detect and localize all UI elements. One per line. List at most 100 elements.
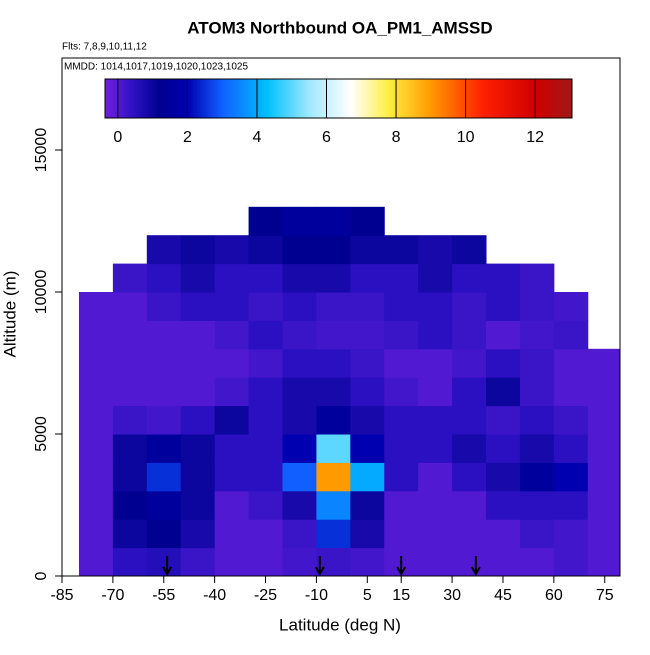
heatmap-cell: [350, 547, 385, 577]
heatmap-cell: [214, 348, 250, 378]
heatmap-cell: [553, 377, 589, 407]
heatmap-cell: [180, 490, 216, 520]
heatmap-cell: [452, 263, 487, 293]
x-tick-label: -10: [305, 587, 328, 604]
heatmap-cell: [214, 320, 250, 350]
heatmap-cell: [78, 292, 114, 321]
heatmap-cell: [452, 320, 487, 350]
heatmap-cell: [418, 263, 453, 293]
dates-label: MMDD: 1014,1017,1019,1020,1023,1025: [64, 62, 248, 73]
heatmap-cell: [587, 547, 621, 577]
heatmap-cell: [112, 547, 148, 577]
x-tick-label: 45: [494, 587, 512, 604]
heatmap-cell: [146, 377, 182, 407]
heatmap-cell: [180, 263, 216, 293]
heatmap-cell: [180, 519, 216, 549]
heatmap-cell: [180, 320, 216, 350]
heatmap-cell: [248, 377, 283, 407]
heatmap-cell: [146, 292, 182, 321]
heatmap-cell: [350, 206, 385, 236]
heatmap-cell: [452, 292, 487, 321]
heatmap-cell: [214, 377, 250, 407]
heatmap-cell: [486, 292, 521, 321]
heatmap-cell: [112, 263, 148, 293]
heatmap-cell: [452, 235, 487, 265]
heatmap-cell: [519, 434, 555, 463]
heatmap-cell: [78, 547, 114, 577]
heatmap-cell: [316, 320, 351, 350]
heatmap-cell: [418, 292, 453, 321]
heatmap-cell: [282, 348, 317, 378]
heatmap-cell: [350, 292, 385, 321]
x-tick-label: 5: [363, 587, 372, 604]
heatmap-cell: [146, 519, 182, 549]
heatmap-cell: [384, 462, 419, 492]
heatmap-cell: [519, 320, 555, 350]
heatmap-cell: [486, 434, 521, 463]
x-tick-label: -55: [152, 587, 175, 604]
heatmap-cell: [418, 405, 453, 435]
heatmap-cell: [384, 490, 419, 520]
heatmap-cell: [452, 490, 487, 520]
heatmap-cell: [418, 320, 453, 350]
heatmap-cell: [248, 348, 283, 378]
heatmap-cell: [587, 348, 621, 378]
heatmap-cell: [418, 235, 453, 265]
heatmap-cell: [519, 547, 555, 577]
y-tick-label: 15000: [33, 128, 50, 173]
heatmap-cell: [350, 462, 385, 492]
heatmap-cell: [519, 462, 555, 492]
heatmap-cell: [316, 263, 351, 293]
heatmap-cell: [350, 320, 385, 350]
heatmap-cell: [214, 263, 250, 293]
heatmap-cell: [112, 320, 148, 350]
flights-label: Flts: 7,8,9,10,11,12: [62, 42, 147, 53]
heatmap-cell: [248, 292, 283, 321]
heatmap-cell: [418, 490, 453, 520]
heatmap-cell: [316, 292, 351, 321]
heatmap-cell: [587, 462, 621, 492]
heatmap-cell: [112, 519, 148, 549]
heatmap-cell: [78, 519, 114, 549]
heatmap-cell: [553, 519, 589, 549]
heatmap-cell: [384, 519, 419, 549]
heatmap-cell: [282, 292, 317, 321]
heatmap-cell: [282, 405, 317, 435]
heatmap-cell: [316, 405, 351, 435]
heatmap-cell: [418, 377, 453, 407]
heatmap-cell: [248, 405, 283, 435]
heatmap-cell: [350, 490, 385, 520]
heatmap-cell: [486, 490, 521, 520]
heatmap-cell: [587, 405, 621, 435]
heatmap-cell: [519, 405, 555, 435]
heatmap-cell: [452, 348, 487, 378]
heatmap-cell: [350, 263, 385, 293]
heatmap-cell: [350, 348, 385, 378]
heatmap-cell: [146, 462, 182, 492]
x-axis-label: Latitude (deg N): [279, 615, 401, 634]
heatmap-cell: [350, 235, 385, 265]
heatmap-cell: [418, 348, 453, 378]
heatmap-cell: [418, 462, 453, 492]
heatmap-cell: [553, 405, 589, 435]
y-axis-label: Altitude (m): [0, 271, 19, 358]
heatmap-cell: [350, 519, 385, 549]
heatmap-cell: [384, 377, 419, 407]
heatmap-cell: [486, 320, 521, 350]
x-tick-label: -25: [254, 587, 277, 604]
heatmap-cell: [146, 547, 182, 577]
heatmap-cell: [553, 490, 589, 520]
heatmap-cell: [214, 235, 250, 265]
heatmap-cell: [519, 519, 555, 549]
flight-arrow-head: [162, 566, 173, 577]
heatmap-cell: [418, 547, 453, 577]
heatmap-cell: [112, 434, 148, 463]
heatmap-cell: [146, 263, 182, 293]
colorbar-tick-label: 10: [457, 129, 475, 146]
heatmap-cell: [384, 320, 419, 350]
colorbar-tick-label: 6: [322, 129, 331, 146]
heatmap-cell: [350, 405, 385, 435]
colorbar-tick-label: 0: [113, 129, 122, 146]
heatmap-cell: [519, 348, 555, 378]
heatmap-cell: [316, 348, 351, 378]
